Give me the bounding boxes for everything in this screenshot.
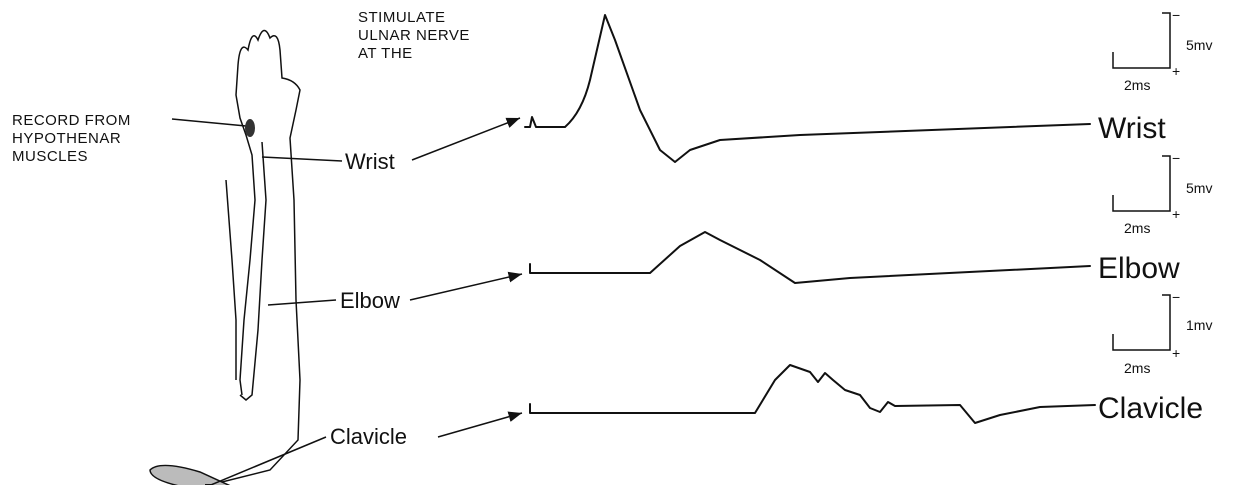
scale-bar: − + 5mv 2ms [1113,150,1212,236]
arm-drawing [150,30,300,485]
scale-amplitude: 1mv [1186,317,1212,333]
arrow [410,274,522,300]
scale-sign: + [1172,206,1180,222]
scale-bar: − + 1mv 2ms [1113,289,1212,376]
site-label: Wrist [345,149,395,174]
site-label: Clavicle [330,424,407,449]
leader-line [206,437,326,485]
arrow [412,118,520,160]
stimulate-line: STIMULATE [358,9,446,26]
scale-sign: + [1172,63,1180,79]
scale-sign: − [1172,289,1180,305]
leader-line [172,119,246,126]
scale-sign: − [1172,150,1180,166]
trace-label: Elbow [1098,252,1180,285]
trace-label: Wrist [1098,112,1166,145]
stimulate-line: AT THE [358,45,413,62]
scale-bar: − + 5mv 2ms [1113,7,1212,93]
scale-time: 2ms [1124,360,1150,376]
scale-amplitude: 5mv [1186,37,1212,53]
arrow [438,413,522,437]
scale-time: 2ms [1124,77,1150,93]
record-line: HYPOTHENAR [12,130,121,147]
trace-label: Clavicle [1098,392,1203,425]
trace [530,365,1095,423]
scale-time: 2ms [1124,220,1150,236]
record-line: RECORD FROM [12,112,131,129]
scale-sign: − [1172,7,1180,23]
scale-sign: + [1172,345,1180,361]
figure: STIMULATE ULNAR NERVE AT THE RECORD FROM… [0,0,1247,485]
site-label: Elbow [340,288,400,313]
trace [530,232,1090,283]
leader-line [268,300,336,305]
stimulate-line: ULNAR NERVE [358,27,470,44]
scale-amplitude: 5mv [1186,180,1212,196]
record-line: MUSCLES [12,148,88,165]
trace [525,15,1090,162]
leader-line [262,157,342,161]
